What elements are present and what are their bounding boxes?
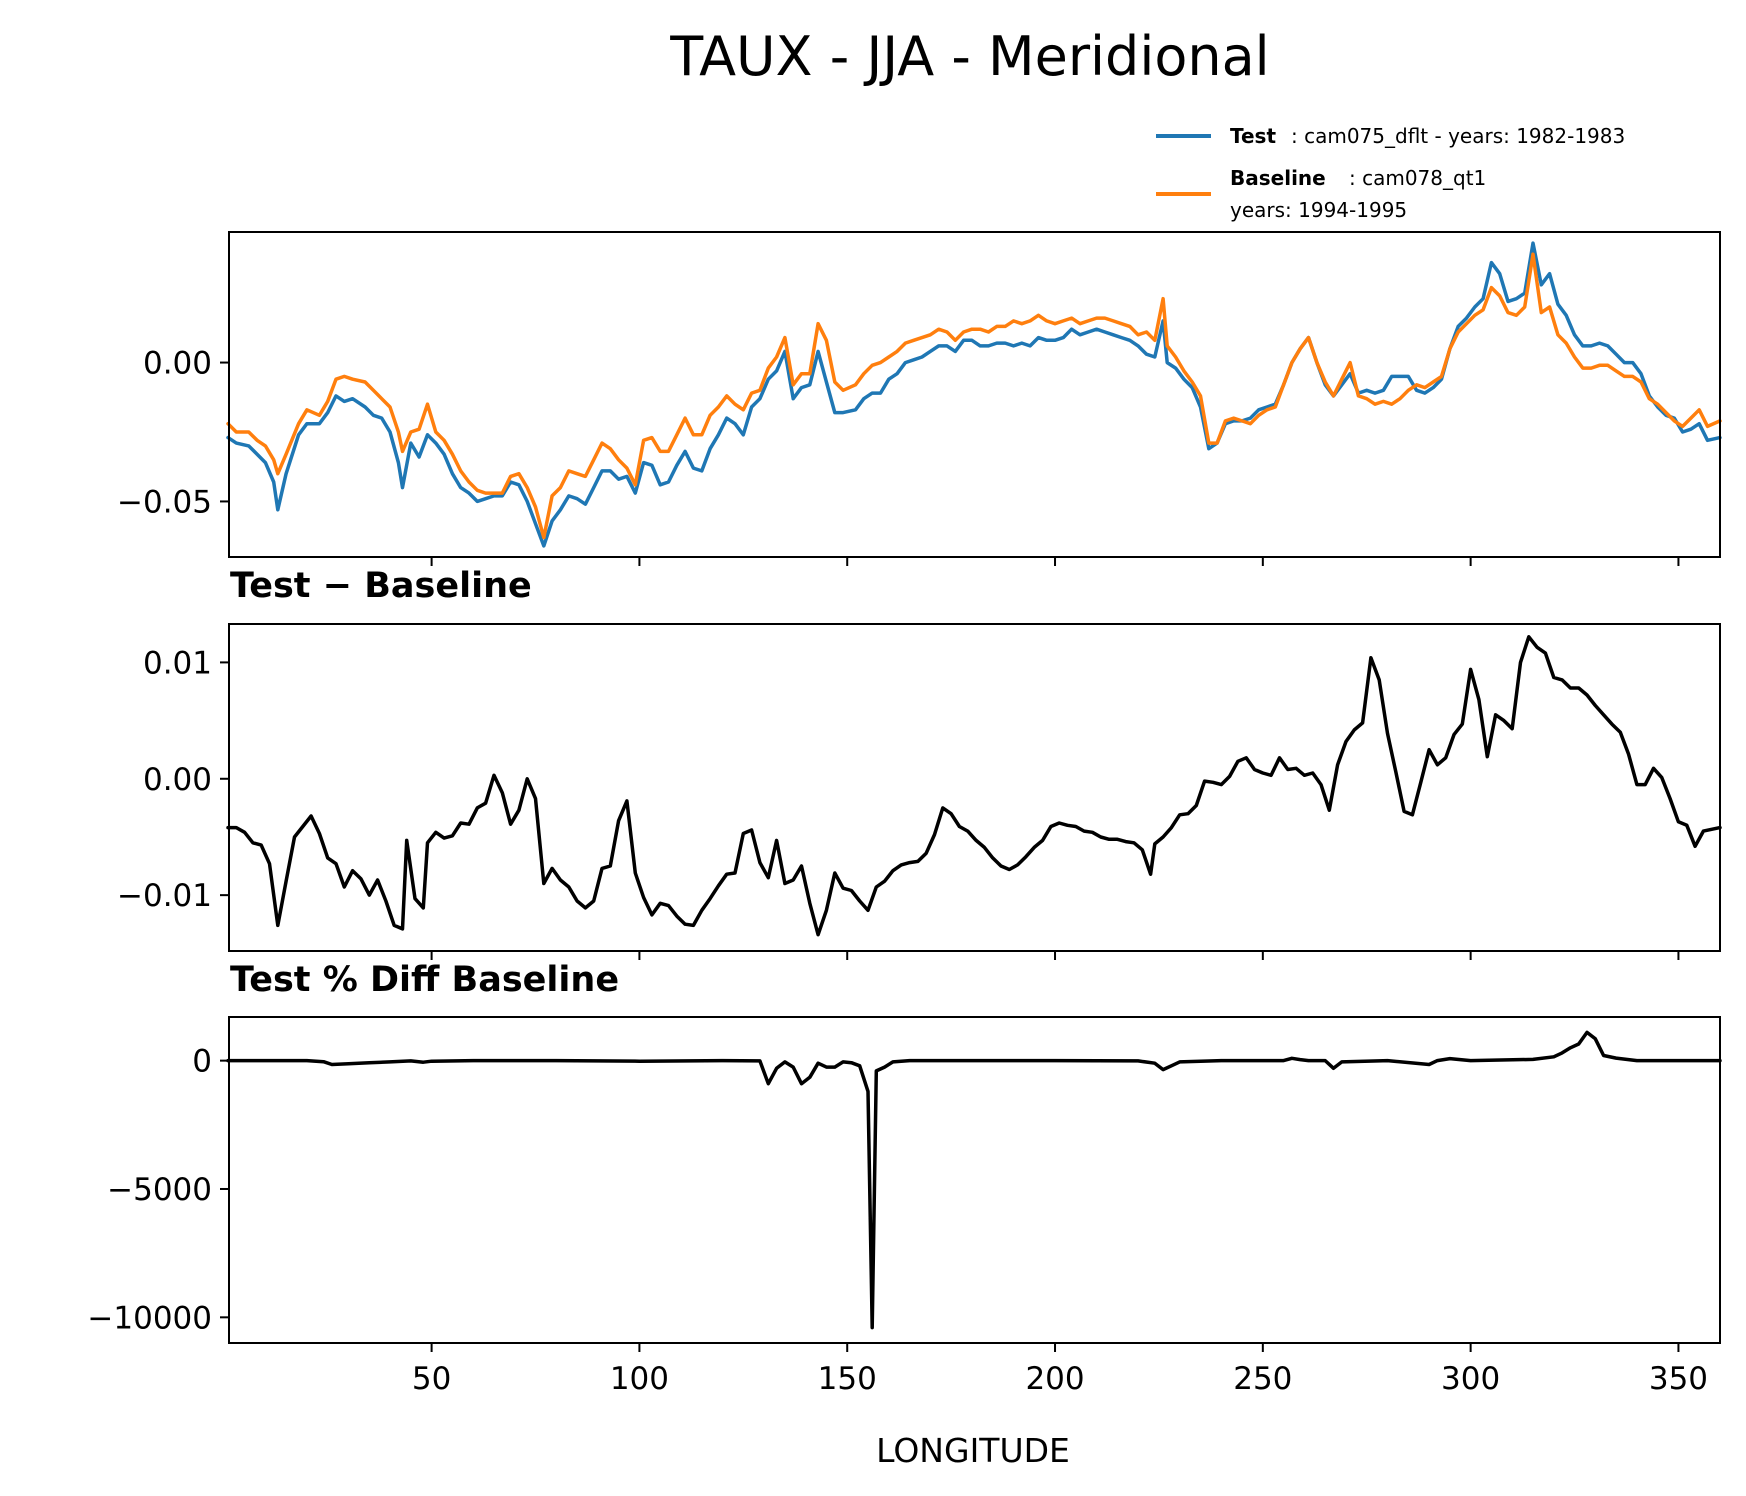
panel-pct: −10000 −5000 0 50 100 150 200 250 300 350 (87, 1016, 1722, 1397)
panel-diff: −0.01 0.00 0.01 (117, 623, 1722, 960)
y-tick-label-pct-1: −5000 (107, 1172, 212, 1208)
legend-label-test: Test (1230, 124, 1276, 148)
y-tick-label-main-0: −0.05 (117, 484, 212, 520)
panel-title-pct: Test % Diff Baseline (230, 960, 619, 1000)
legend-label-baseline: Baseline (1230, 166, 1326, 190)
series-line-pct-0 (226, 1030, 1722, 1330)
legend: Test : cam075_dflt - years: 1982-1983 Ba… (1156, 124, 1625, 222)
x-tick-label-3: 200 (1025, 1361, 1084, 1397)
y-tick-label-pct-2: 0 (192, 1044, 212, 1080)
series-line-diff-0 (226, 635, 1722, 937)
x-tick-label-1: 100 (610, 1361, 669, 1397)
y-tick-label-diff-0: −0.01 (117, 878, 212, 914)
x-tick-label-0: 50 (412, 1361, 451, 1397)
legend-years-baseline: years: 1994-1995 (1230, 198, 1407, 222)
y-tick-label-main-1: 0.00 (143, 346, 212, 382)
x-tick-label-5: 300 (1441, 1361, 1500, 1397)
x-tick-label-4: 250 (1233, 1361, 1292, 1397)
y-tick-label-diff-1: 0.00 (143, 762, 212, 798)
plot-frame-pct (228, 1016, 1721, 1344)
plot-frame-main (228, 231, 1721, 558)
legend-text-test: : cam075_dflt - years: 1982-1983 (1291, 124, 1625, 148)
plot-frame-diff (228, 623, 1721, 952)
series-line-main-1 (226, 252, 1722, 540)
x-tick-label-6: 350 (1649, 1361, 1708, 1397)
y-tick-label-pct-0: −10000 (87, 1300, 212, 1336)
series-line-main-0 (226, 241, 1722, 548)
x-tick-label-2: 150 (818, 1361, 877, 1397)
legend-text-baseline: : cam078_qt1 (1349, 166, 1486, 190)
panel-title-diff: Test − Baseline (230, 566, 532, 606)
chart-title: TAUX - JJA - Meridional (669, 25, 1269, 88)
y-tick-label-diff-2: 0.01 (143, 645, 212, 681)
panel-main: −0.05 0.00 (117, 231, 1722, 566)
x-axis-label: LONGITUDE (876, 1431, 1070, 1470)
